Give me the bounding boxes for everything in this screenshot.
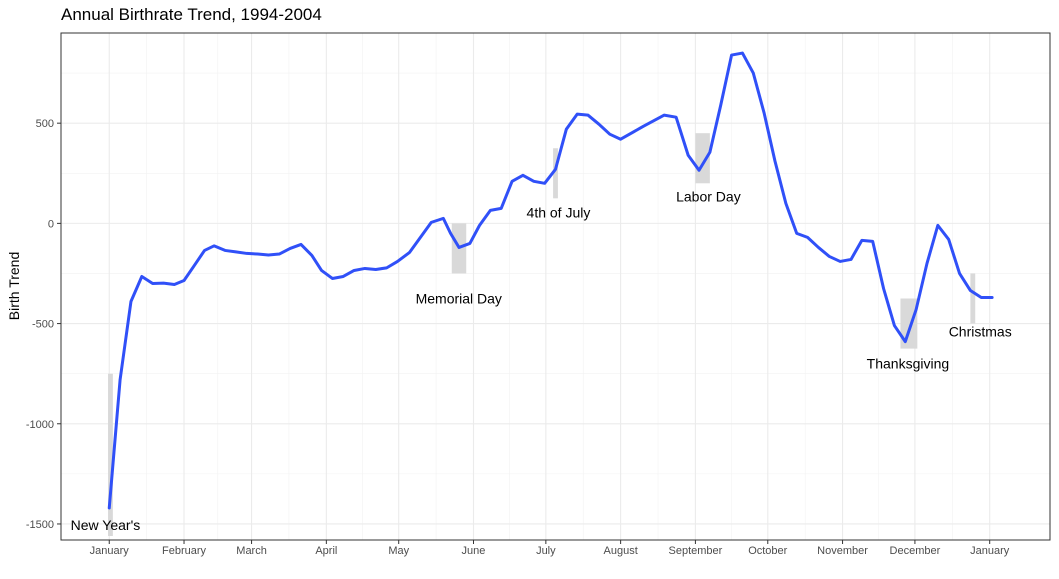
x-tick-label: April [315, 545, 337, 557]
holiday-label: 4th of July [527, 204, 591, 220]
holiday-bar [970, 273, 976, 324]
holiday-bar [108, 373, 113, 536]
y-tick-label: -1000 [26, 419, 54, 431]
x-tick-label: July [536, 545, 556, 557]
holiday-bar [900, 298, 918, 349]
x-tick-label: May [388, 545, 409, 557]
y-axis: -1500 -1000 -500 0 500 [26, 118, 61, 531]
x-tick-label: November [817, 545, 868, 557]
holiday-label: Christmas [949, 324, 1012, 340]
x-tick-label: September [669, 545, 723, 557]
plot-panel [61, 33, 1050, 540]
holiday-bar [553, 148, 558, 199]
x-tick-label: August [604, 545, 638, 557]
y-tick-label: -500 [32, 319, 54, 331]
holiday-bars [108, 133, 976, 536]
y-tick-label: 0 [48, 218, 54, 230]
x-tick-label: December [890, 545, 941, 557]
y-axis-title: Birth Trend [6, 252, 22, 320]
holiday-label: New Year's [71, 517, 141, 533]
x-tick-label: June [462, 545, 486, 557]
x-tick-label: February [162, 545, 207, 557]
plot-border [60, 32, 1051, 541]
holiday-label: Labor Day [676, 188, 741, 204]
holiday-label: Thanksgiving [867, 356, 950, 372]
holiday-labels: New Year's Memorial Day 4th of July Labor D… [71, 188, 1012, 533]
y-tick-label: -1500 [26, 519, 54, 531]
grid-lines [61, 33, 1050, 540]
holiday-label: Memorial Day [416, 291, 502, 307]
x-tick-label: October [748, 545, 787, 557]
x-tick-label: January [970, 545, 1010, 557]
trend-line [107, 51, 994, 510]
x-tick-label: January [90, 545, 130, 557]
chart-title: Annual Birthrate Trend, 1994-2004 [61, 5, 322, 24]
y-tick-label: 500 [36, 118, 54, 130]
x-axis: January February March April May June July Augu… [90, 540, 1010, 557]
birth-trend-line [107, 51, 994, 510]
x-tick-label: March [236, 545, 267, 557]
